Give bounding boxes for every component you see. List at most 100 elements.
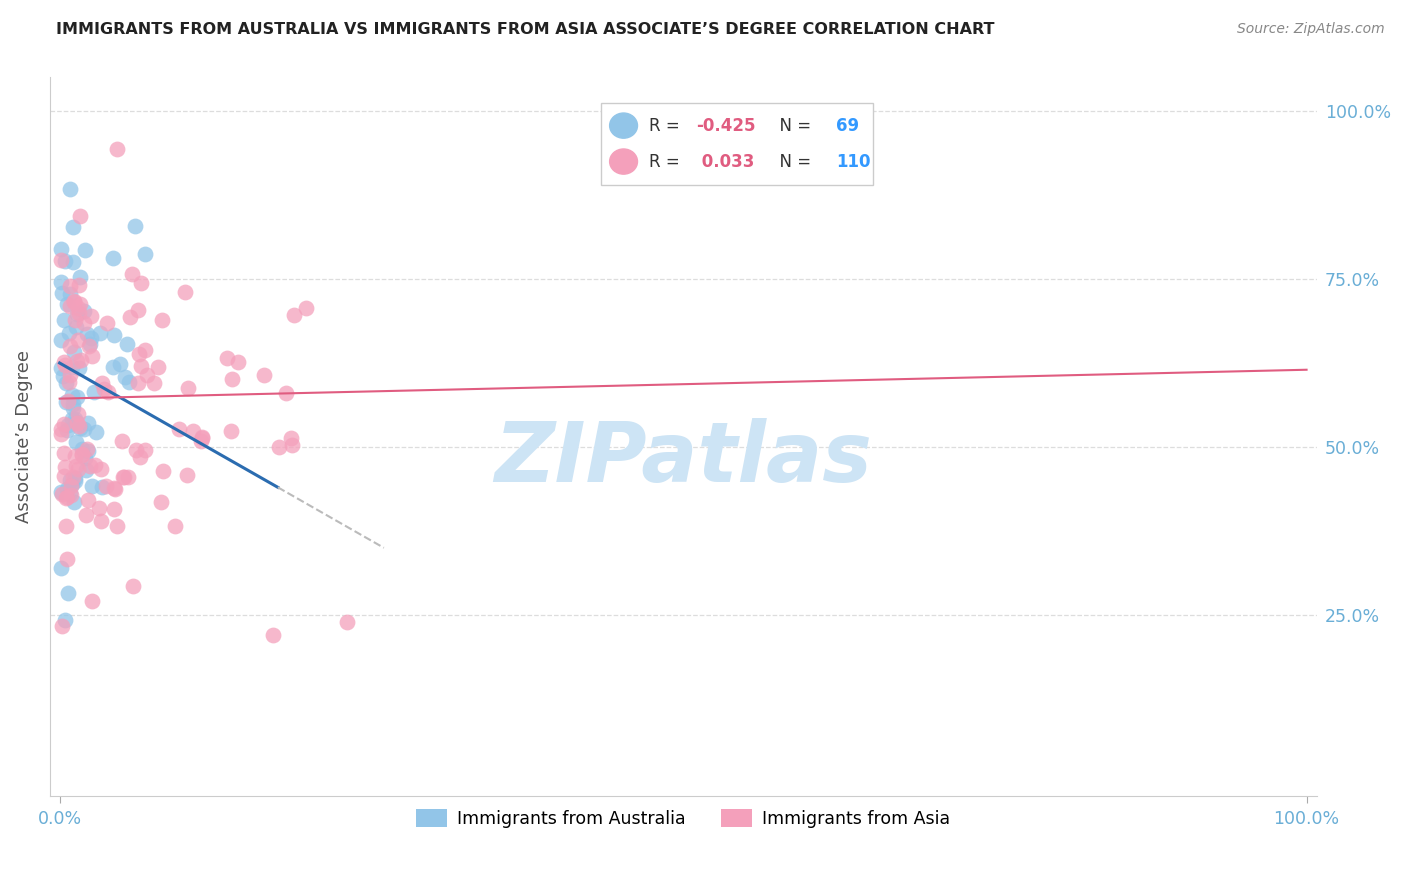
Text: 110: 110: [837, 153, 870, 170]
Point: [177, 381, 200, 395]
Point: [62, 401, 84, 415]
Point: [77, 339, 100, 353]
Point: [77, 416, 100, 430]
Point: [59, 488, 82, 502]
Point: [87, 500, 110, 515]
Point: [67, 360, 90, 375]
Point: [65, 415, 87, 429]
Point: [51, 561, 73, 575]
Point: [70, 442, 93, 456]
Point: [63, 295, 86, 310]
Point: [73, 304, 96, 318]
Point: [131, 276, 153, 290]
Point: [76, 326, 98, 341]
Point: [67, 461, 90, 475]
Point: [73, 316, 96, 330]
Point: [75, 463, 97, 477]
Point: [114, 370, 136, 384]
Point: [93, 382, 115, 396]
Point: [101, 360, 124, 375]
Point: [66, 353, 89, 368]
Point: [63, 474, 86, 488]
Point: [226, 355, 249, 369]
Point: [128, 347, 150, 361]
Point: [146, 360, 169, 375]
Point: [69, 269, 91, 284]
Text: 0.033: 0.033: [696, 153, 754, 170]
Point: [73, 422, 96, 436]
Point: [53, 417, 76, 431]
Point: [59, 181, 82, 195]
Point: [262, 628, 284, 642]
Point: [59, 339, 82, 353]
Point: [55, 376, 77, 391]
Point: [67, 333, 90, 347]
Point: [62, 470, 84, 484]
Point: [63, 293, 86, 308]
Point: [221, 371, 243, 385]
Point: [67, 277, 90, 292]
Point: [83, 384, 105, 399]
Point: [253, 368, 276, 382]
Point: [134, 343, 156, 357]
Point: [51, 361, 73, 376]
Point: [112, 470, 135, 484]
Point: [163, 519, 186, 533]
Point: [62, 396, 84, 410]
Point: [69, 209, 91, 223]
Point: [96, 316, 118, 330]
Point: [103, 481, 125, 495]
Point: [111, 434, 134, 448]
Point: [122, 579, 145, 593]
Point: [56, 423, 79, 437]
Point: [108, 357, 131, 371]
Point: [60, 387, 83, 401]
Point: [56, 586, 79, 600]
Point: [118, 310, 141, 325]
Point: [150, 313, 173, 327]
Point: [56, 297, 79, 311]
Point: [104, 482, 127, 496]
Point: [67, 407, 90, 421]
Text: ZIPatlas: ZIPatlas: [494, 418, 872, 499]
Point: [51, 619, 73, 633]
Point: [58, 326, 80, 340]
Point: [79, 337, 101, 351]
Point: [219, 424, 242, 438]
Point: [105, 519, 128, 533]
Point: [59, 486, 82, 500]
Point: [117, 470, 139, 484]
Point: [103, 502, 125, 516]
Point: [75, 243, 97, 257]
Point: [66, 307, 89, 321]
Point: [59, 473, 82, 487]
Text: Source: ZipAtlas.com: Source: ZipAtlas.com: [1237, 22, 1385, 37]
Point: [59, 299, 82, 313]
Point: [51, 286, 73, 301]
Point: [115, 337, 138, 351]
Point: [176, 467, 198, 482]
Point: [136, 368, 159, 382]
Point: [49, 485, 72, 500]
Point: [65, 319, 87, 334]
Point: [67, 418, 90, 433]
Text: R =: R =: [650, 153, 685, 170]
Text: N =: N =: [769, 153, 817, 170]
Point: [52, 368, 75, 383]
Point: [336, 615, 359, 629]
Point: [91, 480, 114, 494]
Point: [65, 471, 87, 485]
Point: [127, 376, 149, 390]
Point: [190, 432, 212, 446]
Point: [69, 420, 91, 434]
Text: R =: R =: [650, 117, 685, 135]
Point: [65, 434, 87, 449]
Point: [84, 458, 107, 472]
Point: [62, 345, 84, 359]
Point: [121, 267, 143, 281]
Point: [63, 312, 86, 326]
Point: [59, 368, 82, 382]
Point: [128, 450, 150, 464]
Text: IMMIGRANTS FROM AUSTRALIA VS IMMIGRANTS FROM ASIA ASSOCIATE’S DEGREE CORRELATION: IMMIGRANTS FROM AUSTRALIA VS IMMIGRANTS …: [56, 22, 994, 37]
Point: [53, 254, 76, 268]
